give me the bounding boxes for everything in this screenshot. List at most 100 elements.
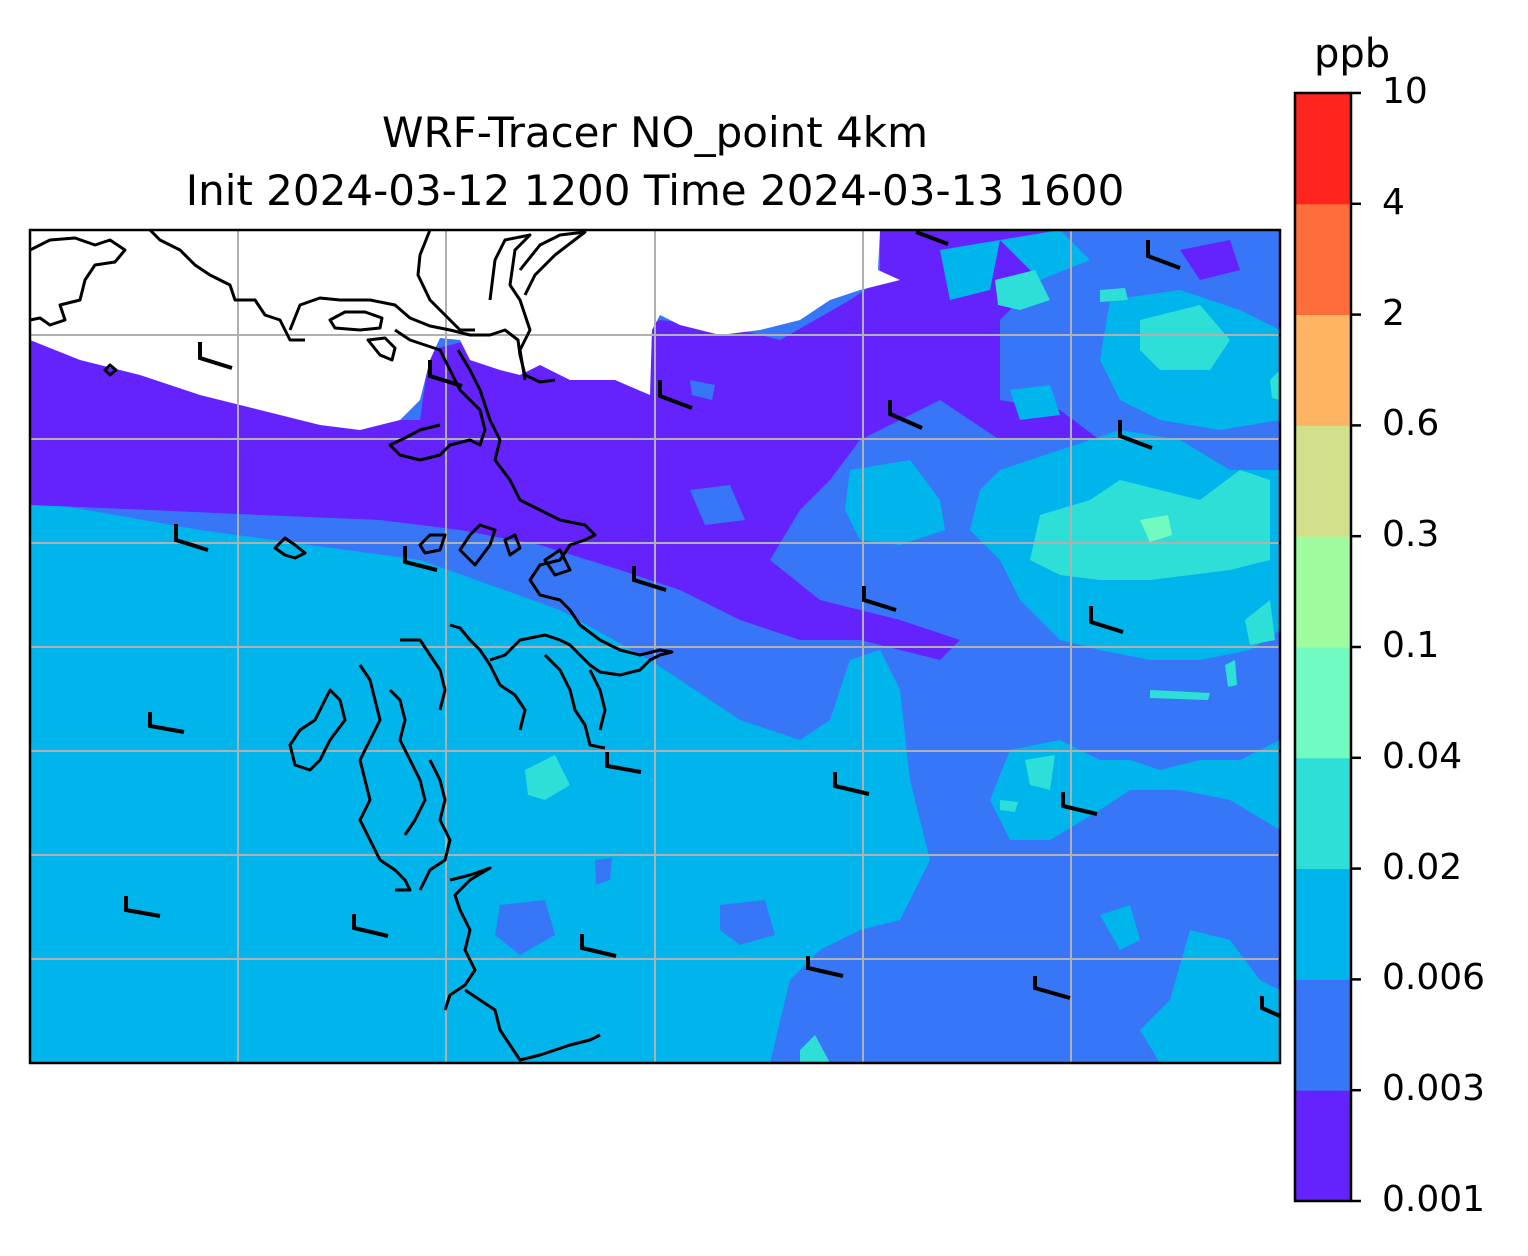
coastline (456, 349, 674, 677)
wind-barbs (124, 230, 1281, 1018)
colorbar-tick-label: 4 (1382, 181, 1405, 223)
contour-band-0.006 (1140, 930, 1280, 1063)
colorbar-segment (1295, 757, 1351, 870)
colorbar-tick-label: 0.3 (1382, 514, 1440, 556)
contour-band-0.006 (1000, 230, 1090, 280)
contour-band-0.02 (1245, 600, 1275, 645)
coastline (588, 669, 607, 731)
wind-barb (1089, 606, 1124, 634)
contour-band-0.02 (1225, 660, 1237, 687)
colorbar-unit-label: ppb (1314, 31, 1391, 77)
colorbar-tick-label: 0.04 (1382, 735, 1463, 777)
colorbar-segment (1295, 425, 1351, 537)
coastline (418, 759, 452, 891)
wind-barb (1118, 420, 1153, 450)
coastline (464, 988, 601, 1062)
coastline (449, 623, 527, 731)
coastline (543, 653, 606, 750)
wind-barb (1260, 996, 1281, 1018)
colorbar-segment (1295, 868, 1351, 980)
wind-barb (148, 712, 185, 734)
coastline (328, 310, 384, 332)
contour-band-0.02 (1100, 288, 1128, 302)
wind-barb (888, 400, 923, 430)
coastline (488, 233, 532, 381)
coastline (30, 236, 127, 327)
contour-band-0.006 (1100, 905, 1140, 950)
contour-band-0.003 (495, 900, 555, 955)
wind-barb (833, 772, 870, 796)
contour-band-0.006 (990, 740, 1280, 840)
wind-barb (428, 360, 463, 388)
wind-barb (862, 586, 897, 612)
contour-band-0.02 (995, 270, 1050, 310)
coastline (366, 336, 397, 362)
contour-band-0.006 (845, 460, 945, 545)
coastline (148, 230, 305, 342)
contour-band-0.003 (690, 485, 745, 525)
coastline (358, 664, 382, 861)
coastline (388, 688, 427, 836)
contour-band-0.003 (720, 900, 775, 945)
colorbar-tick-label: 0.006 (1382, 957, 1486, 999)
contour-band-0.001 (30, 230, 1100, 660)
coastline (273, 536, 307, 560)
wind-barb (658, 380, 693, 410)
colorbar (1293, 91, 1361, 1203)
chart-title-line2: Init 2024-03-12 1200 Time 2024-03-13 160… (185, 166, 1125, 215)
wind-barb (124, 896, 161, 918)
wind-barb (403, 546, 438, 572)
wind-barb (1146, 240, 1181, 270)
coastline (458, 523, 497, 567)
contour-band-0.02 (1025, 755, 1055, 790)
colorbar-tick-label: 0.02 (1382, 846, 1463, 888)
colorbar-segment (1295, 979, 1351, 1091)
colorbar-segment (1295, 1090, 1351, 1202)
wind-barb (1033, 976, 1071, 1000)
coastline (543, 548, 572, 577)
colorbar-tick-label: 0.001 (1382, 1179, 1486, 1220)
contour-band-0.02 (1270, 370, 1280, 400)
contour-band-0.02 (1000, 800, 1018, 812)
colorbar-tick-label: 0.6 (1382, 403, 1440, 445)
colorbar-segment (1295, 314, 1351, 426)
wind-barb (632, 566, 667, 592)
colorbar-segment (1295, 647, 1351, 759)
coastline (518, 230, 587, 296)
wind-barb (174, 524, 209, 552)
coastline (400, 638, 447, 711)
contour-band-0.02 (1140, 305, 1230, 370)
wind-barb (198, 342, 233, 370)
coastline (388, 328, 487, 462)
coastline (288, 688, 347, 772)
chart-title-line1: WRF-Tracer NO_point 4km (381, 108, 929, 157)
colorbar-segment (1295, 93, 1351, 205)
colorbar-tick-label: 2 (1382, 292, 1405, 334)
coastline (503, 533, 522, 557)
contour-band-0.02 (800, 1035, 830, 1063)
wind-barb (580, 934, 617, 958)
colorbar-segment (1295, 203, 1351, 316)
wind-barb (605, 752, 642, 774)
contour-band-0.006 (940, 240, 1000, 300)
gridlines (30, 230, 1280, 1063)
contour-band-0.02 (525, 755, 570, 800)
colorbar-tick-label: 0.003 (1382, 1068, 1486, 1110)
coastline (418, 533, 447, 555)
wind-barb (1061, 792, 1098, 816)
coastline (416, 230, 475, 332)
colorbar-tick-label: 0.1 (1382, 625, 1440, 666)
contour-band-0.02 (1150, 690, 1210, 700)
contour-band-0.006 (1010, 385, 1060, 420)
coastline (379, 858, 412, 892)
wind-barb (915, 230, 949, 246)
coastline (443, 866, 492, 1011)
plot-frame (28, 228, 1282, 1065)
wind-barb (352, 914, 389, 938)
colorbar-tick-label: 10 (1382, 71, 1428, 112)
wind-barb (806, 956, 844, 978)
contour-band-0.001 (1180, 240, 1240, 280)
contour-band-0.003 (690, 380, 715, 400)
colorbar-segment (1295, 536, 1351, 648)
